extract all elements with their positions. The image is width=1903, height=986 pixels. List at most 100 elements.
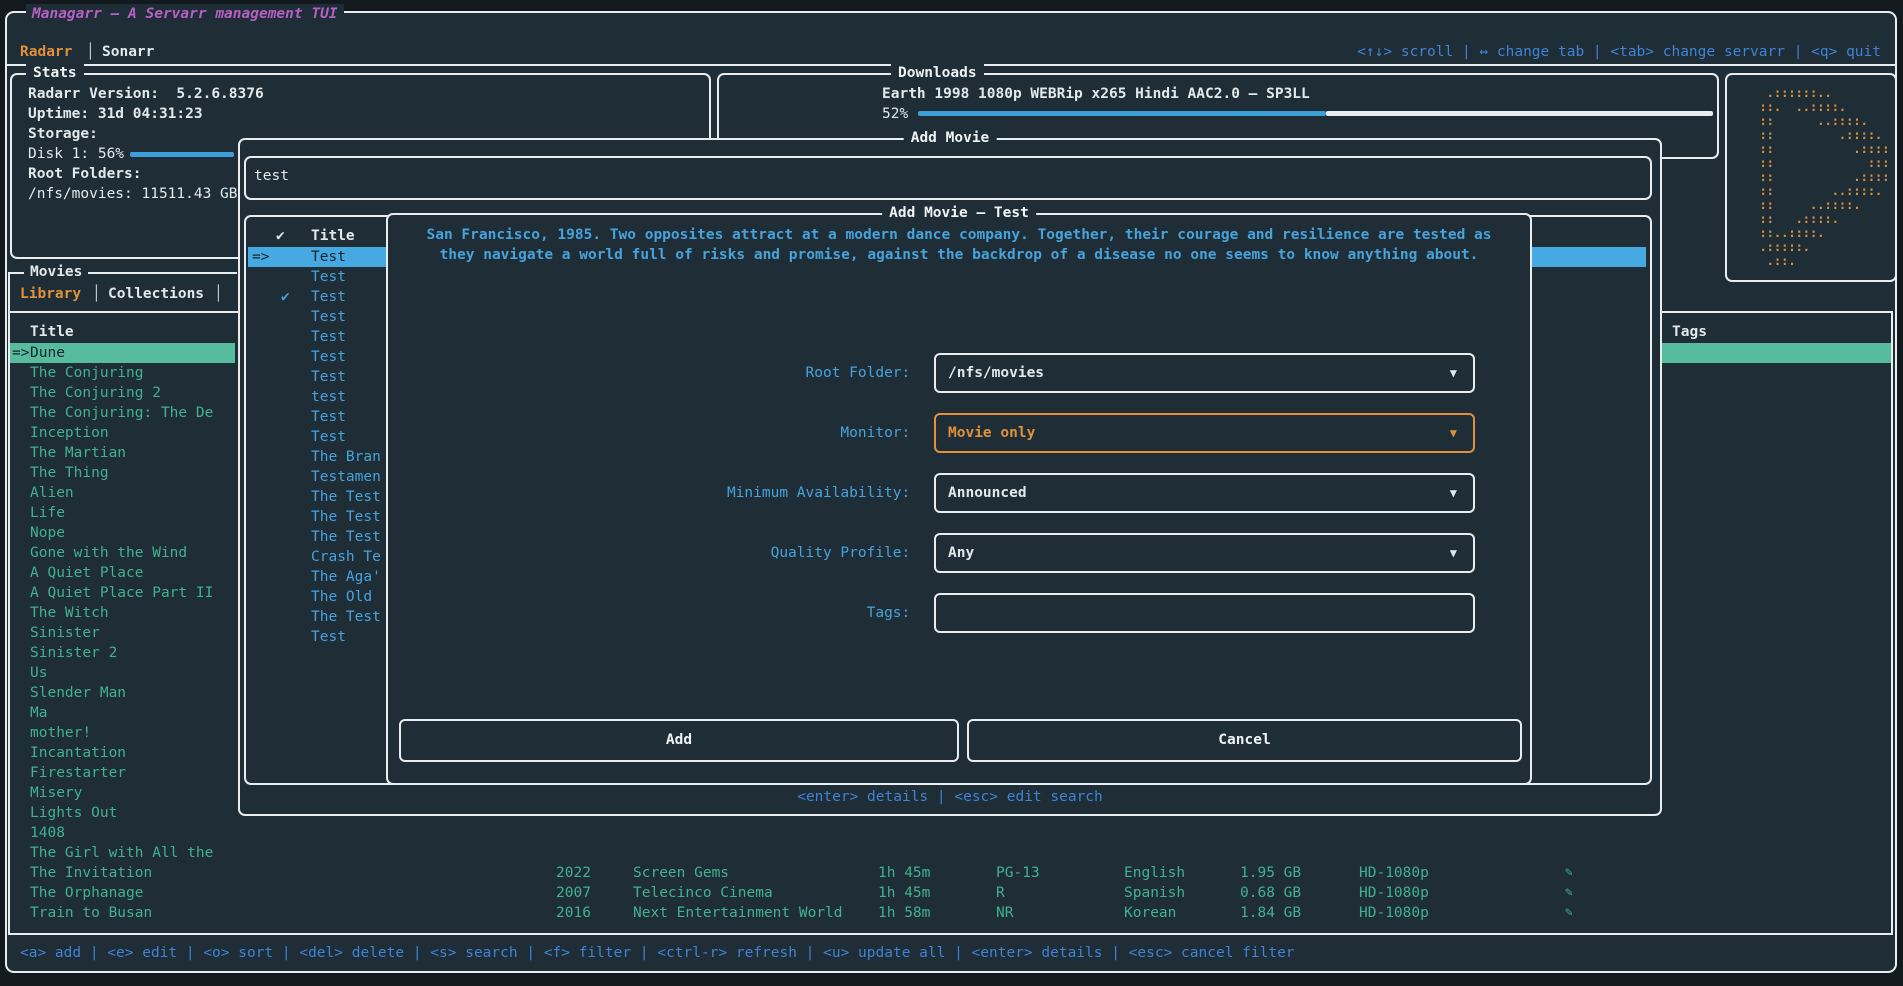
cancel-button[interactable]: Cancel (967, 719, 1522, 762)
list-item[interactable]: The Conjuring (30, 365, 144, 381)
movie-details-popup-title: Add Movie – Test (882, 203, 1036, 223)
download-progress-filled (918, 111, 1326, 116)
stats-version: Radarr Version: 5.2.6.8376 (28, 86, 264, 102)
result-row[interactable]: The Test (281, 527, 381, 547)
list-item[interactable]: A Quiet Place (30, 565, 144, 581)
field-select[interactable] (934, 593, 1475, 633)
field-select[interactable]: Any ▼ (934, 533, 1475, 573)
list-item[interactable]: Gone with the Wind (30, 545, 188, 561)
movies-panel-left-border (8, 272, 10, 933)
library-tab-separator2: │ (214, 286, 223, 302)
result-selected-title: Test (311, 249, 346, 265)
result-row[interactable]: Test (281, 327, 381, 347)
result-row[interactable]: The Old (281, 587, 381, 607)
result-row[interactable]: The Bran (281, 447, 381, 467)
result-row[interactable]: The Test (281, 507, 381, 527)
table-row[interactable]: 2007 Telecinco Cinema 1h 45m R Spanish 0… (0, 883, 1903, 903)
list-item[interactable]: Sinister (30, 625, 100, 641)
selection-arrow: => (12, 345, 30, 361)
list-item[interactable]: mother! (30, 725, 92, 741)
cell-studio: Next Entertainment World (633, 905, 843, 921)
field-select[interactable]: /nfs/movies ▼ (934, 353, 1475, 393)
list-item[interactable]: Us (30, 665, 48, 681)
cell-language: Korean (1124, 905, 1177, 921)
app-title: Managarr – A Servarr management TUI (26, 4, 344, 24)
result-title: The Old (311, 589, 373, 605)
edit-pencil-icon: ✎ (1565, 905, 1573, 920)
radarr-logo-icon: .::::::.. ::. ..::::. :: ..::::. :: .:::… (1745, 86, 1890, 268)
tab-radarr[interactable]: Radarr (20, 44, 73, 60)
library-selected-row[interactable]: => Dune (10, 343, 235, 363)
result-row[interactable]: Test (281, 627, 381, 647)
stats-uptime: Uptime: 31d 04:31:23 (28, 106, 203, 122)
library-tab-separator: │ (92, 286, 101, 302)
download-percent-label: 52% (882, 106, 909, 122)
result-row[interactable]: Test (281, 427, 381, 447)
list-item[interactable]: Incantation (30, 745, 127, 761)
cell-year: 2022 (556, 865, 591, 881)
cell-size: 1.84 GB (1240, 905, 1302, 921)
list-item[interactable]: Ma (30, 705, 48, 721)
movie-overview-line2: they navigate a world full of risks and … (439, 247, 1479, 263)
movie-search-input[interactable]: test (244, 156, 1652, 200)
list-item[interactable]: A Quiet Place Part II (30, 585, 214, 601)
list-item[interactable]: Misery (30, 785, 83, 801)
disk-usage-gauge (130, 152, 234, 157)
table-row[interactable]: 2022 Screen Gems 1h 45m PG-13 English 1.… (0, 863, 1903, 883)
list-item[interactable]: The Conjuring: The De (30, 405, 214, 421)
list-item[interactable]: Train to Busan (30, 905, 153, 921)
result-row[interactable]: The Aga' (281, 567, 381, 587)
list-item[interactable]: The Invitation (30, 865, 153, 881)
list-item[interactable]: The Orphanage (30, 885, 144, 901)
list-item[interactable]: Slender Man (30, 685, 127, 701)
downloads-panel-title: Downloads (891, 63, 984, 83)
result-row[interactable]: Test (281, 307, 381, 327)
tab-library[interactable]: Library (20, 286, 82, 302)
cell-size: 0.68 GB (1240, 885, 1302, 901)
result-title: The Test (311, 489, 381, 505)
movies-panel-right-border (1891, 311, 1893, 933)
field-label: Minimum Availability: (726, 485, 919, 501)
result-row[interactable]: ✔ Test (281, 287, 381, 307)
tab-collections[interactable]: Collections (108, 286, 205, 302)
library-tags-column-header: Tags (1672, 324, 1707, 340)
result-row[interactable]: Test (281, 407, 381, 427)
table-row[interactable]: 2016 Next Entertainment World 1h 58m NR … (0, 903, 1903, 923)
result-row[interactable]: Test (281, 267, 381, 287)
list-item[interactable]: The Witch (30, 605, 109, 621)
selection-arrow: => (252, 249, 270, 265)
movies-panel-top-border (10, 272, 237, 274)
list-item[interactable]: Nope (30, 525, 65, 541)
list-item[interactable]: Life (30, 505, 65, 521)
list-item[interactable]: Sinister 2 (30, 645, 118, 661)
field-value: /nfs/movies (948, 365, 1045, 381)
list-item[interactable]: The Girl with All the (30, 845, 214, 861)
tab-sonarr[interactable]: Sonarr (102, 44, 155, 60)
result-title: Test (311, 289, 346, 305)
edit-pencil-icon: ✎ (1565, 885, 1573, 900)
list-item[interactable]: Lights Out (30, 805, 118, 821)
list-item[interactable]: The Thing (30, 465, 109, 481)
result-row[interactable]: Test (281, 347, 381, 367)
field-select[interactable]: Movie only ▼ (934, 413, 1475, 453)
list-item[interactable]: Firestarter (30, 765, 127, 781)
add-button[interactable]: Add (399, 719, 959, 762)
field-label: Monitor: (840, 425, 919, 441)
result-row[interactable]: Crash Te (281, 547, 381, 567)
result-title: Test (311, 309, 346, 325)
result-row[interactable]: The Test (281, 487, 381, 507)
result-row[interactable]: Test (281, 367, 381, 387)
result-row[interactable]: The Test (281, 607, 381, 627)
list-item[interactable]: The Martian (30, 445, 127, 461)
library-selected-row-tags-fragment (1660, 343, 1891, 363)
result-row[interactable]: Testamen (281, 467, 381, 487)
list-item[interactable]: The Conjuring 2 (30, 385, 161, 401)
list-item[interactable]: Inception (30, 425, 109, 441)
list-item[interactable]: Alien (30, 485, 74, 501)
field-select[interactable]: Announced ▼ (934, 473, 1475, 513)
result-row[interactable]: test (281, 387, 381, 407)
result-title: Test (311, 349, 346, 365)
list-item[interactable]: 1408 (30, 825, 65, 841)
cell-quality: HD-1080p (1359, 885, 1429, 901)
